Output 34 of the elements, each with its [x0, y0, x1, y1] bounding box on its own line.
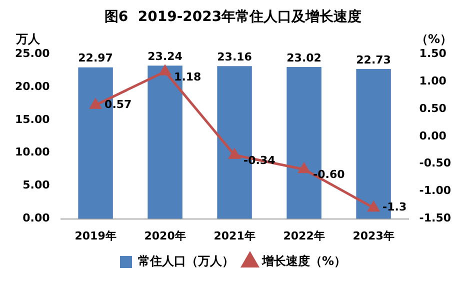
x-tick-label: 2020年 — [144, 229, 186, 242]
data-label: 23.16 — [217, 50, 252, 64]
y-tick-label: 5.00 — [22, 178, 50, 192]
y-tick-label: 10.00 — [14, 146, 50, 159]
chart-title: 图6 2019-2023年常住人口及增长速度 — [103, 8, 363, 27]
y2-tick-label: 1.50 — [419, 46, 447, 60]
y2-tick-label: -0.50 — [419, 156, 452, 170]
legend-label: 增长速度（%） — [260, 254, 346, 268]
y-tick-label: 0.00 — [22, 212, 50, 225]
y-axis-title: 万人 — [15, 32, 41, 46]
x-tick-label: 2019年 — [74, 229, 116, 242]
x-tick-label: 2022年 — [283, 229, 325, 242]
data-label: 23.02 — [286, 51, 322, 64]
y2-tick-label: -1.50 — [419, 212, 452, 225]
data-label: 23.24 — [148, 50, 183, 63]
point — [159, 65, 171, 76]
y2-tick-label: -1.00 — [419, 184, 452, 198]
y2-axis-title: （%） — [416, 32, 452, 46]
x-tick-label: 2023年 — [352, 229, 394, 242]
point — [368, 202, 380, 212]
data-label: 22.73 — [356, 53, 391, 66]
data-label: -0.34 — [244, 154, 276, 167]
y-tick-label: 20.00 — [14, 80, 50, 93]
point — [298, 163, 310, 174]
y2-tick-label: 1.00 — [419, 74, 447, 88]
y-tick-label: 25.00 — [14, 46, 50, 60]
legend-label: 常住人口（万人） — [138, 254, 234, 268]
y2-tick-label: 0.50 — [419, 102, 447, 115]
point — [90, 98, 102, 109]
y2-tick-label: 0.00 — [419, 129, 447, 142]
x-tick-label: 2021年 — [214, 229, 256, 242]
point — [228, 148, 240, 159]
y-tick-label: 15.00 — [14, 112, 50, 126]
data-label: 22.97 — [78, 52, 113, 65]
